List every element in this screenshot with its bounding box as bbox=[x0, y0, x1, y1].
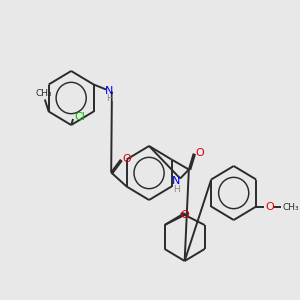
Text: O: O bbox=[196, 148, 204, 158]
Text: Cl: Cl bbox=[74, 112, 85, 122]
Text: N: N bbox=[172, 176, 181, 187]
Text: O: O bbox=[123, 154, 131, 164]
Text: H: H bbox=[106, 94, 112, 103]
Text: O: O bbox=[266, 202, 274, 212]
Text: H: H bbox=[173, 185, 180, 194]
Text: O: O bbox=[180, 210, 189, 220]
Text: CH₃: CH₃ bbox=[36, 88, 52, 98]
Text: CH₃: CH₃ bbox=[282, 203, 299, 212]
Text: N: N bbox=[105, 86, 113, 97]
